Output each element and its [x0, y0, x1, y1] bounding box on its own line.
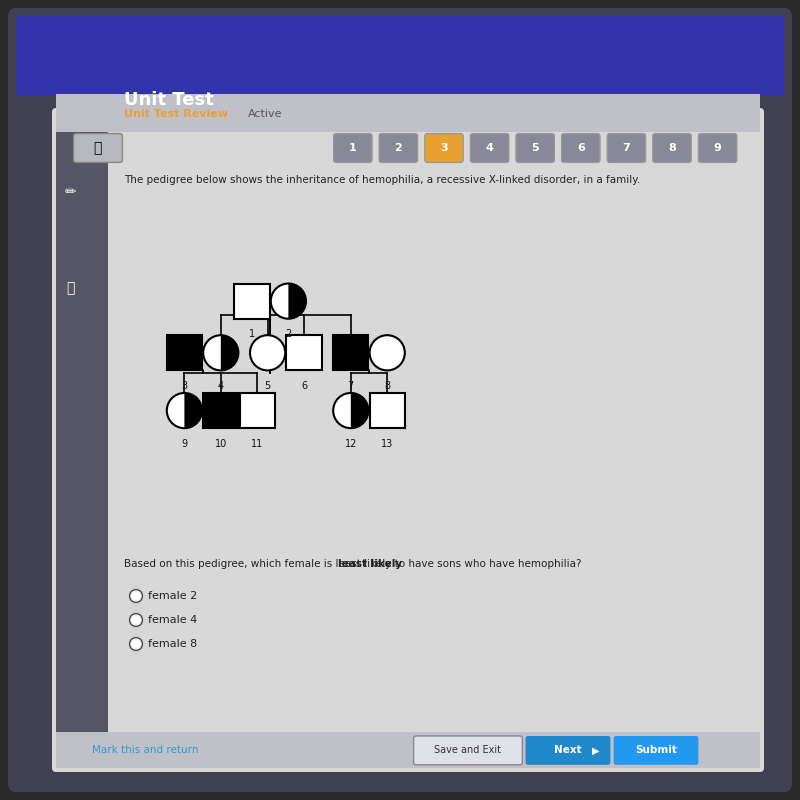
FancyBboxPatch shape: [516, 134, 554, 162]
Text: female 2: female 2: [148, 591, 198, 601]
FancyBboxPatch shape: [526, 736, 610, 765]
Text: ✏: ✏: [65, 185, 76, 199]
Bar: [370, 393, 405, 428]
FancyBboxPatch shape: [698, 134, 737, 162]
FancyBboxPatch shape: [607, 134, 646, 162]
Text: Unit Test: Unit Test: [124, 91, 214, 109]
Circle shape: [203, 335, 238, 370]
Text: 🎧: 🎧: [66, 281, 74, 295]
Text: 4: 4: [218, 381, 224, 391]
Circle shape: [270, 283, 306, 318]
Text: 8: 8: [668, 143, 676, 153]
Wedge shape: [350, 393, 369, 428]
FancyBboxPatch shape: [562, 134, 600, 162]
Circle shape: [333, 393, 369, 428]
Text: 8: 8: [384, 381, 390, 391]
FancyBboxPatch shape: [425, 134, 463, 162]
Text: Unit Test Review: Unit Test Review: [124, 109, 228, 118]
Text: 9: 9: [182, 438, 187, 449]
Text: 6: 6: [301, 381, 307, 391]
Text: 🖨: 🖨: [94, 141, 102, 155]
FancyBboxPatch shape: [653, 134, 691, 162]
Text: 3: 3: [440, 143, 448, 153]
Text: 5: 5: [531, 143, 539, 153]
Bar: [234, 283, 270, 318]
Text: Mark this and return: Mark this and return: [92, 745, 198, 754]
Text: 13: 13: [381, 438, 394, 449]
Bar: [16, 16, 784, 96]
Bar: [56, 94, 760, 132]
Circle shape: [130, 614, 142, 626]
Circle shape: [167, 393, 202, 428]
Text: 6: 6: [577, 143, 585, 153]
FancyBboxPatch shape: [379, 134, 418, 162]
FancyBboxPatch shape: [74, 134, 122, 162]
Bar: [56, 732, 760, 768]
Text: 7: 7: [348, 381, 354, 391]
Text: 3: 3: [182, 381, 187, 391]
Bar: [167, 335, 202, 370]
Circle shape: [250, 335, 286, 370]
Bar: [203, 393, 238, 428]
Text: ▶: ▶: [592, 746, 600, 755]
Text: 1: 1: [349, 143, 357, 153]
Text: 7: 7: [622, 143, 630, 153]
Text: 4: 4: [486, 143, 494, 153]
Text: Next: Next: [554, 746, 582, 755]
FancyBboxPatch shape: [334, 134, 372, 162]
Text: female 4: female 4: [148, 615, 198, 625]
Text: 10: 10: [214, 438, 227, 449]
Text: female 8: female 8: [148, 639, 198, 649]
Text: 9: 9: [714, 143, 722, 153]
Bar: [333, 335, 368, 370]
FancyBboxPatch shape: [414, 736, 522, 765]
Bar: [240, 393, 275, 428]
FancyBboxPatch shape: [614, 736, 698, 765]
Text: 2: 2: [286, 329, 291, 339]
Bar: [56, 112, 108, 768]
Text: The pedigree below shows the inheritance of hemophilia, a recessive X-linked dis: The pedigree below shows the inheritance…: [124, 175, 640, 185]
FancyBboxPatch shape: [470, 134, 509, 162]
Text: 1: 1: [249, 329, 255, 339]
Text: Based on this pedigree, which female is least likely to have sons who have hemop: Based on this pedigree, which female is …: [124, 559, 582, 569]
Text: Active: Active: [248, 109, 282, 118]
Circle shape: [370, 335, 405, 370]
Circle shape: [130, 638, 142, 650]
Text: 2: 2: [394, 143, 402, 153]
Text: 5: 5: [265, 381, 270, 391]
Wedge shape: [288, 283, 306, 318]
Wedge shape: [184, 393, 202, 428]
Text: Submit: Submit: [635, 746, 677, 755]
Wedge shape: [221, 335, 238, 370]
Text: Save and Exit: Save and Exit: [434, 746, 502, 755]
Circle shape: [130, 590, 142, 602]
Bar: [286, 335, 322, 370]
Text: 12: 12: [345, 438, 357, 449]
Text: 11: 11: [251, 438, 263, 449]
FancyBboxPatch shape: [8, 8, 792, 792]
FancyBboxPatch shape: [52, 108, 764, 772]
Text: least likely: least likely: [338, 559, 402, 569]
